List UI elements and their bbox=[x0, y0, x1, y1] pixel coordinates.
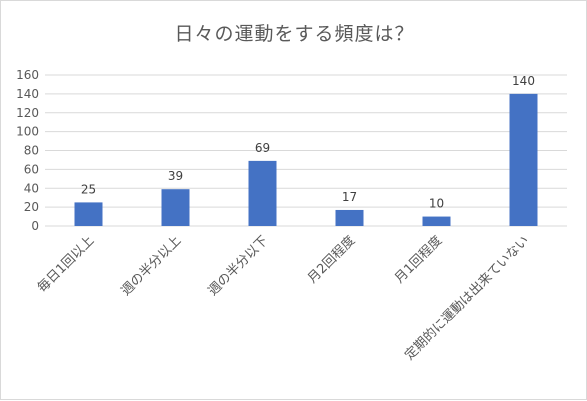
y-tick-label: 100 bbox=[16, 125, 39, 139]
y-tick-label: 0 bbox=[31, 219, 39, 233]
data-label: 39 bbox=[168, 169, 183, 183]
bar bbox=[335, 209, 364, 226]
x-tick-label: 毎日1回以上 bbox=[34, 233, 97, 296]
y-tick-label: 40 bbox=[24, 181, 39, 195]
data-label: 10 bbox=[429, 197, 444, 211]
bar bbox=[74, 202, 103, 226]
y-tick-label: 20 bbox=[24, 200, 39, 214]
data-label: 69 bbox=[255, 141, 270, 155]
y-tick-label: 120 bbox=[16, 106, 39, 120]
y-tick-label: 80 bbox=[24, 144, 39, 158]
data-label: 17 bbox=[342, 190, 357, 204]
y-tick-label: 160 bbox=[16, 68, 39, 82]
bar bbox=[248, 160, 277, 226]
y-tick-label: 60 bbox=[24, 162, 39, 176]
y-tick-label: 140 bbox=[16, 87, 39, 101]
chart-title: 日々の運動をする頻度は？ bbox=[174, 23, 415, 45]
x-tick-label: 月1回程度 bbox=[391, 233, 445, 287]
x-tick-label: 月2回程度 bbox=[304, 233, 358, 287]
data-label: 140 bbox=[512, 74, 535, 88]
bar bbox=[161, 189, 190, 226]
data-label: 25 bbox=[81, 182, 96, 196]
bar bbox=[509, 93, 538, 226]
x-tick-label: 週の半分以上 bbox=[119, 233, 185, 299]
x-tick-label: 週の半分以下 bbox=[206, 233, 272, 299]
bar bbox=[422, 216, 451, 226]
